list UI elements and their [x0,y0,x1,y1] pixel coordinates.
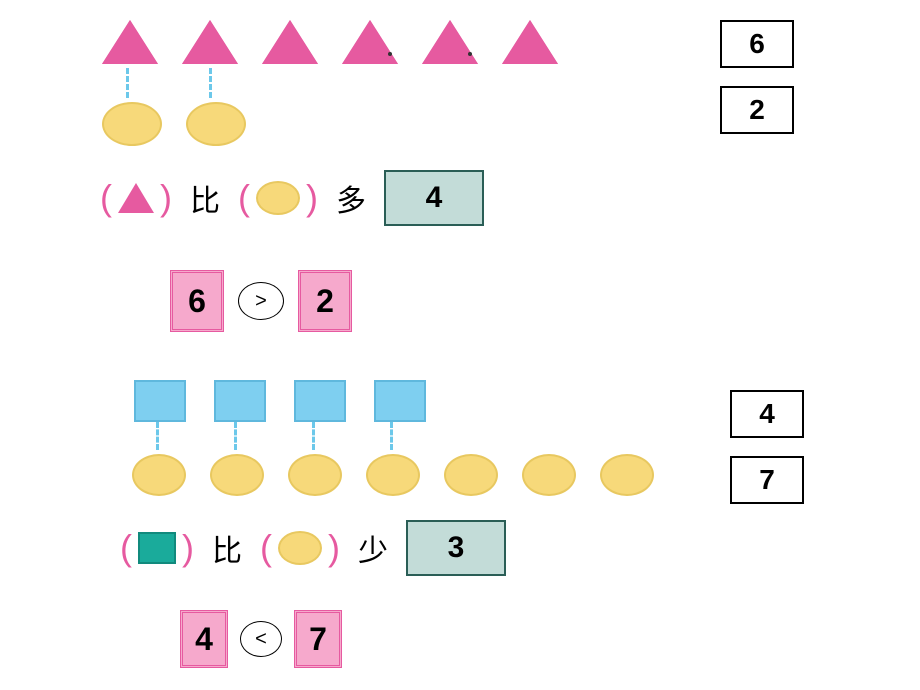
duo-text: 多 [336,176,366,220]
square [294,380,346,422]
ellipse [186,102,246,146]
comp-right-2: 7 [294,610,342,668]
bracket-close-1: ) [160,177,172,219]
square [134,380,186,422]
bracket-close-2: ) [306,177,318,219]
comp-left-2: 4 [180,610,228,668]
triangle [262,20,318,64]
ellipse [102,102,162,146]
ellipse [522,454,576,496]
triangle-icon [118,183,154,213]
ellipse [366,454,420,496]
link-col-p2-4 [390,422,396,450]
bracket-open-3: ( [120,527,132,569]
ellipse [288,454,342,496]
problem-2-panel: ( ) 比 ( ) 少 3 4 < 7 [70,370,710,680]
square [214,380,266,422]
triangle [102,20,158,64]
triangle [342,20,398,64]
square-row [120,380,440,422]
answer-box-1: 4 [384,170,484,226]
problem-1-panel: ( ) 比 ( ) 多 4 6 > 2 [20,10,660,340]
comparison-2: 4 < 7 [180,610,342,668]
count-triangle-box: 6 [720,20,794,68]
count-ellipse-box-1: 2 [720,86,794,134]
comp-right-1: 2 [298,270,352,332]
ellipse-row-1 [90,102,258,146]
sentence-2: ( ) 比 ( ) 少 3 [120,520,506,576]
comparison-1: 6 > 2 [170,270,352,332]
link-col-p2-1 [156,422,162,450]
ellipse [210,454,264,496]
link-col-p2-2 [234,422,240,450]
square [374,380,426,422]
link-col-1 [126,68,132,98]
ellipse-row-2 [120,454,666,496]
bracket-open-4: ( [260,527,272,569]
bracket-open-2: ( [238,177,250,219]
ellipse [444,454,498,496]
ellipse [132,454,186,496]
bracket-open-1: ( [100,177,112,219]
link-col-p2-3 [312,422,318,450]
answer-box-2: 3 [406,520,506,576]
link-col-2 [209,68,215,98]
count-square-box: 4 [730,390,804,438]
triangle [502,20,558,64]
bracket-close-4: ) [328,527,340,569]
ellipse [600,454,654,496]
ellipse-icon-2 [278,531,322,565]
shao-text: 少 [358,526,388,570]
comp-op-2: < [240,621,282,657]
triangle-row [90,20,570,64]
comp-op-1: > [238,282,284,320]
comp-left-1: 6 [170,270,224,332]
sentence-1: ( ) 比 ( ) 多 4 [100,170,484,226]
bracket-close-3: ) [182,527,194,569]
bi-text-1: 比 [190,176,220,220]
triangle [422,20,478,64]
count-ellipse-box-2: 7 [730,456,804,504]
triangle [182,20,238,64]
ellipse-icon [256,181,300,215]
square-icon [138,532,176,564]
bi-text-2: 比 [212,526,242,570]
